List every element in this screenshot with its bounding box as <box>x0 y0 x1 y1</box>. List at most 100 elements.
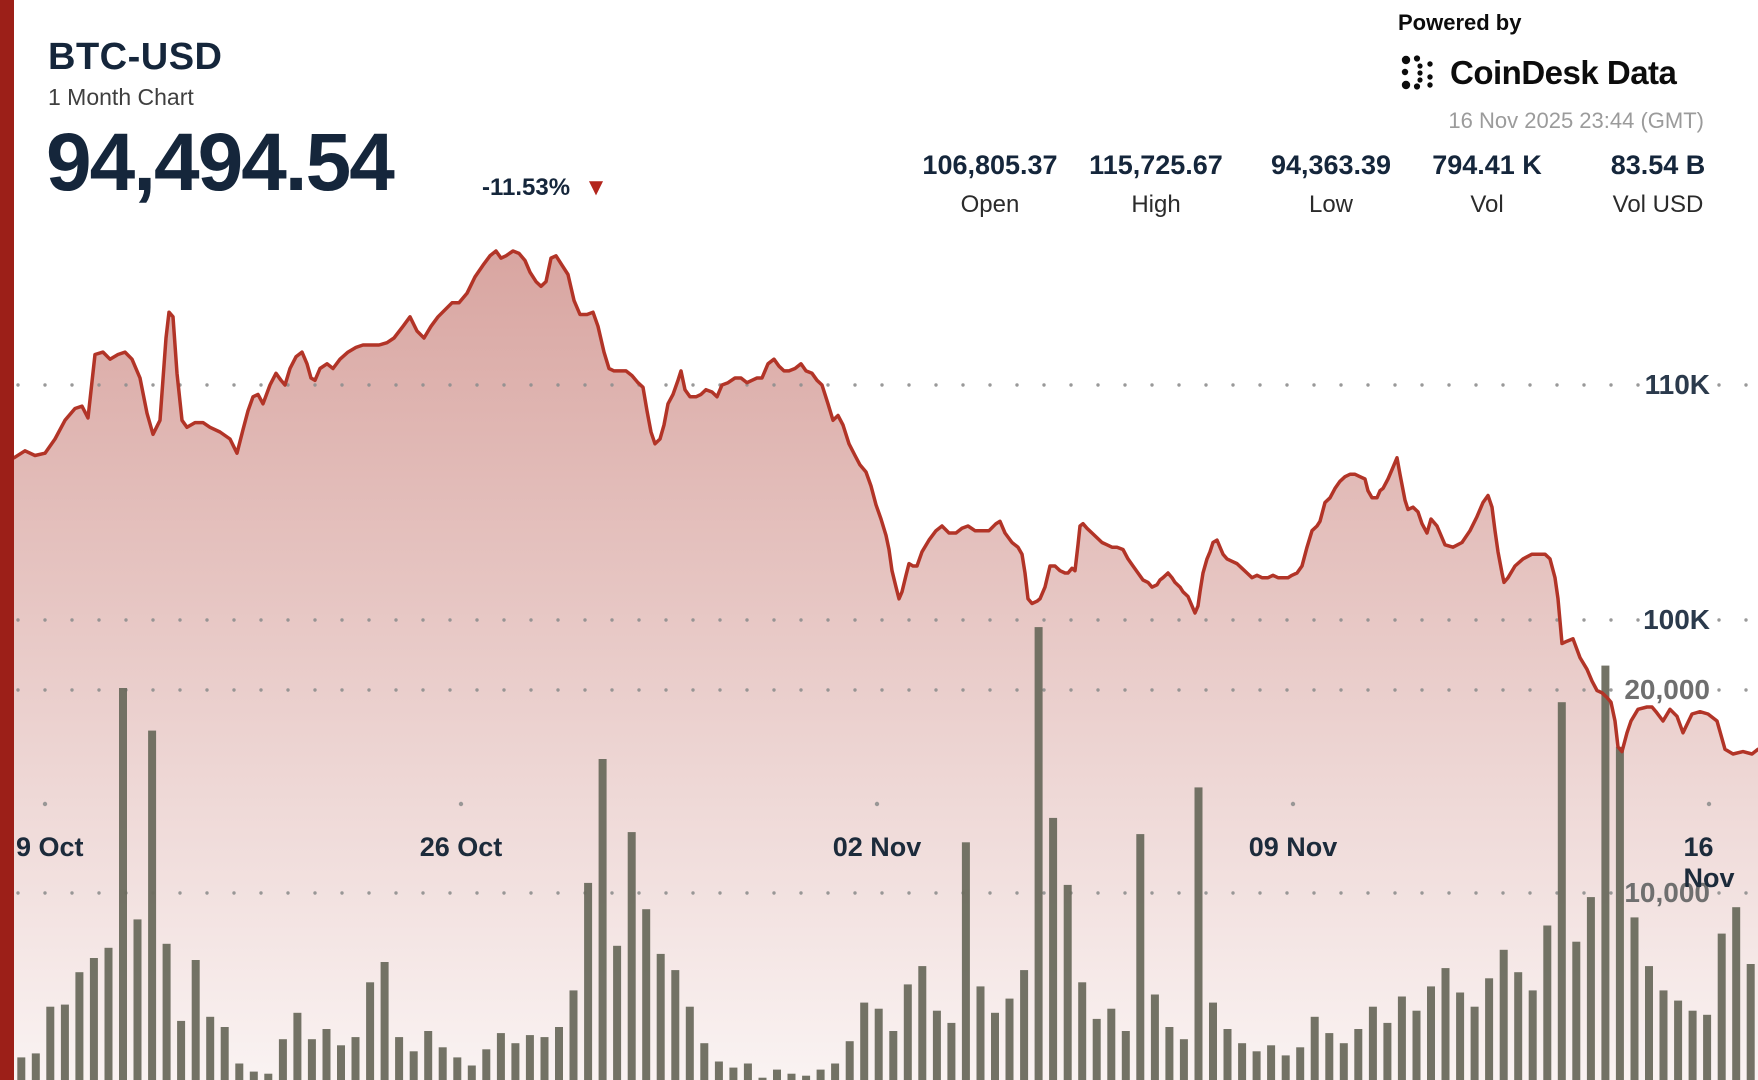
volume-bar <box>1514 972 1523 1080</box>
volume-bar <box>438 1047 447 1080</box>
down-triangle-icon: ▼ <box>584 174 608 201</box>
volume-bar <box>482 1049 491 1080</box>
volume-bar <box>1456 992 1465 1080</box>
volume-bar <box>1630 917 1639 1080</box>
x-axis-label-16-nov: 16 Nov <box>1683 832 1735 893</box>
volume-bar <box>1427 986 1435 1080</box>
volume-bars <box>17 627 1755 1080</box>
quote-timestamp: 16 Nov 2025 23:44 (GMT) <box>1448 108 1704 133</box>
volume-bar <box>467 1065 476 1080</box>
volume-bar <box>133 919 142 1080</box>
volume-bar <box>1703 1014 1712 1080</box>
left-accent-bar <box>0 0 14 1080</box>
volume-bar <box>1586 897 1595 1080</box>
volume-bar <box>119 688 127 1080</box>
volume-bar <box>569 990 578 1080</box>
x-axis-label-02-nov: 02 Nov <box>832 832 922 862</box>
period-subtitle: 1 Month Chart <box>48 84 194 110</box>
volume-bar <box>1267 1045 1276 1080</box>
volume-bar <box>1238 1043 1247 1080</box>
volume-bar <box>714 1061 723 1080</box>
stat-value: 94,363.39 <box>1270 150 1392 180</box>
volume-bar <box>860 1002 869 1080</box>
volume-bar <box>1209 1002 1217 1080</box>
volume-bar <box>1092 1018 1101 1080</box>
last-price: 94,494.54 <box>46 117 395 208</box>
volume-bar <box>46 1006 55 1080</box>
volume-bar <box>453 1057 462 1080</box>
volume-bar <box>17 1057 26 1080</box>
x-axis-label-26-oct: 26 Oct <box>419 832 503 862</box>
volume-bar <box>874 1008 883 1080</box>
volume-bar <box>1732 907 1741 1080</box>
change-percent: -11.53% <box>482 174 571 201</box>
volume-bar <box>31 1053 40 1080</box>
volume-bar <box>1034 627 1043 1080</box>
volume-bar <box>249 1071 258 1080</box>
volume-bar <box>758 1077 767 1080</box>
volume-bar <box>1470 1006 1479 1080</box>
volume-bar <box>1020 970 1029 1080</box>
coindesk-brand: CoinDesk Data <box>1398 50 1677 96</box>
volume-bar <box>743 1063 752 1080</box>
symbol-title: BTC-USD <box>48 36 223 78</box>
volume-bar <box>206 1016 215 1080</box>
volume-bar <box>729 1067 738 1080</box>
volume-bar <box>889 1031 898 1080</box>
volume-bar <box>1674 1000 1683 1080</box>
x-axis-label-9-oct: 9 Oct <box>16 832 84 862</box>
volume-bar <box>496 1033 505 1080</box>
x-axis-label-09-nov: 09 Nov <box>1248 832 1338 862</box>
volume-bar <box>1572 941 1581 1080</box>
coindesk-brand-text: CoinDesk Data <box>1450 54 1677 91</box>
volume-bar <box>395 1037 404 1080</box>
volume-bar <box>1412 1010 1421 1080</box>
y-axis-label-110K: 110K <box>1644 369 1710 400</box>
volume-bar <box>1441 968 1450 1080</box>
volume-bar <box>991 1012 999 1080</box>
powered-by-label: Powered by <box>1398 10 1522 35</box>
volume-bar <box>1557 702 1566 1080</box>
volume-bar <box>380 962 389 1080</box>
volume-bar <box>278 1039 287 1080</box>
volume-bar <box>177 1020 186 1080</box>
volume-bar <box>540 1037 549 1080</box>
volume-bar <box>627 832 636 1080</box>
volume-bar <box>162 943 171 1080</box>
volume-bar <box>220 1027 229 1080</box>
stat-high: 115,725.67 High <box>1089 150 1223 219</box>
stat-label: Open <box>960 191 1020 218</box>
volume-bar <box>293 1012 302 1080</box>
volume-bar <box>307 1039 316 1080</box>
volume-bar <box>1528 990 1537 1080</box>
price-area-fill <box>14 251 1758 1080</box>
volume-bar <box>1339 1043 1348 1080</box>
volume-bar <box>1252 1051 1261 1080</box>
volume-bar <box>1194 787 1203 1080</box>
volume-bar <box>1485 978 1494 1080</box>
stat-value: 794.41 K <box>1432 150 1542 180</box>
volume-bar <box>802 1075 811 1080</box>
volume-bar <box>1310 1016 1319 1080</box>
stat-open: 106,805.37 Open <box>922 150 1057 219</box>
volume-bar <box>1136 834 1145 1080</box>
stat-low: 94,363.39 Low <box>1271 150 1391 219</box>
volume-bar <box>1121 1031 1130 1080</box>
volume-bar <box>1063 884 1072 1080</box>
volume-bar <box>1615 746 1624 1080</box>
volume-bar <box>148 730 157 1080</box>
volume-bar <box>1543 925 1552 1080</box>
volume-bar <box>831 1063 840 1080</box>
volume-bar <box>700 1043 709 1080</box>
volume-bar <box>1717 933 1726 1080</box>
volume-bar <box>1368 1006 1377 1080</box>
volume-bar <box>1005 998 1014 1080</box>
volume-bar <box>918 966 927 1080</box>
volume-bar <box>671 970 680 1080</box>
stat-value: 83.54 B <box>1610 150 1706 180</box>
volume-bar <box>337 1045 345 1080</box>
volume-bar <box>1296 1047 1305 1080</box>
volume-bar <box>89 958 98 1080</box>
volume-bar <box>1746 964 1755 1080</box>
